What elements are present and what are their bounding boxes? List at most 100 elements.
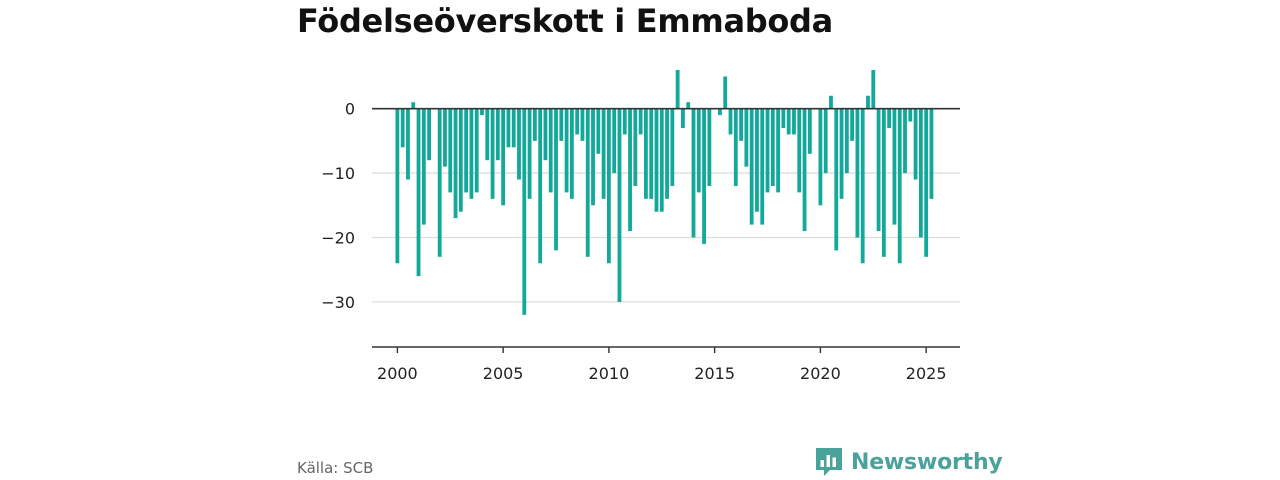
bar (633, 108, 638, 186)
bar (903, 108, 907, 174)
bar (543, 108, 548, 161)
bar (876, 108, 881, 232)
bar (612, 108, 617, 174)
bar (675, 70, 680, 109)
bar (844, 108, 849, 174)
bar (818, 108, 823, 206)
y-tick-label: −20 (321, 228, 355, 247)
bar (458, 108, 463, 212)
bar (601, 108, 606, 199)
bar (781, 108, 786, 128)
bar (622, 108, 627, 135)
x-tick-label: 2020 (800, 364, 841, 383)
bar (437, 108, 442, 257)
bars (395, 70, 934, 315)
bar (649, 108, 654, 199)
bar (532, 108, 537, 141)
x-tick-label: 2015 (694, 364, 735, 383)
bar (665, 108, 669, 199)
bar (580, 108, 585, 141)
bar (411, 102, 416, 109)
bar (871, 70, 876, 109)
newsworthy-logo-text: Newsworthy (851, 449, 1003, 475)
bar (644, 108, 648, 199)
bar (686, 102, 691, 109)
bar (416, 108, 421, 277)
bar (881, 108, 886, 257)
bar (850, 108, 855, 141)
bar (596, 108, 601, 154)
axes (372, 107, 960, 348)
bar (792, 108, 796, 135)
bar (691, 108, 696, 238)
bar (797, 108, 802, 193)
bar (887, 108, 892, 128)
bar (501, 108, 506, 206)
bar (823, 108, 828, 174)
bar (480, 108, 484, 116)
bar (733, 108, 738, 186)
bar (548, 108, 553, 193)
bar (659, 108, 664, 212)
bar (453, 108, 458, 219)
bar (554, 108, 558, 251)
bar (506, 108, 511, 148)
bar (702, 108, 706, 244)
bar (892, 108, 897, 225)
bar (728, 108, 733, 135)
bar (585, 108, 590, 257)
bar (807, 108, 812, 154)
bar (908, 108, 913, 122)
source-note: Källa: SCB (297, 459, 374, 477)
x-tick-label: 2000 (377, 364, 418, 383)
bar (654, 108, 659, 212)
bar (839, 108, 844, 199)
bar (860, 108, 865, 264)
bar (495, 108, 500, 161)
y-tick-label: −10 (321, 164, 355, 183)
bar (744, 108, 749, 167)
chart-title: Födelseöverskott i Emmaboda (297, 2, 833, 40)
newsworthy-logo[interactable]: Newsworthy (814, 446, 1003, 478)
newsworthy-logo-icon (816, 448, 842, 476)
bar (591, 108, 595, 206)
bar (522, 108, 527, 315)
bar (866, 95, 870, 109)
bar (569, 108, 574, 199)
x-axis-ticks: 2000 2005 2010 2015 2020 2025 (377, 347, 947, 383)
bar (575, 108, 580, 135)
bar (765, 108, 770, 193)
x-tick-label: 2025 (906, 364, 947, 383)
bar (511, 108, 516, 148)
bar (829, 95, 833, 109)
bar (606, 108, 611, 264)
bar (427, 108, 432, 161)
bar (564, 108, 569, 193)
bar (421, 108, 426, 225)
bar (485, 108, 490, 161)
bar (670, 108, 675, 186)
bar (897, 108, 902, 264)
bar (517, 108, 521, 180)
bar (749, 108, 754, 225)
bar (617, 108, 622, 302)
bar (770, 108, 775, 186)
bar (638, 108, 643, 135)
bar (918, 108, 923, 238)
bar (755, 108, 759, 212)
bar (559, 108, 564, 141)
bar (786, 108, 791, 135)
bar (406, 108, 410, 180)
bar (490, 108, 495, 199)
x-tick-label: 2005 (483, 364, 524, 383)
y-tick-label: 0 (345, 100, 355, 119)
y-axis-ticks: 0 −10 −20 −30 (321, 100, 355, 312)
bar (776, 108, 781, 193)
bar (538, 108, 543, 264)
bar (469, 108, 474, 199)
bar (464, 108, 469, 193)
bar (924, 108, 929, 257)
bar (400, 108, 405, 148)
bar (474, 108, 479, 193)
